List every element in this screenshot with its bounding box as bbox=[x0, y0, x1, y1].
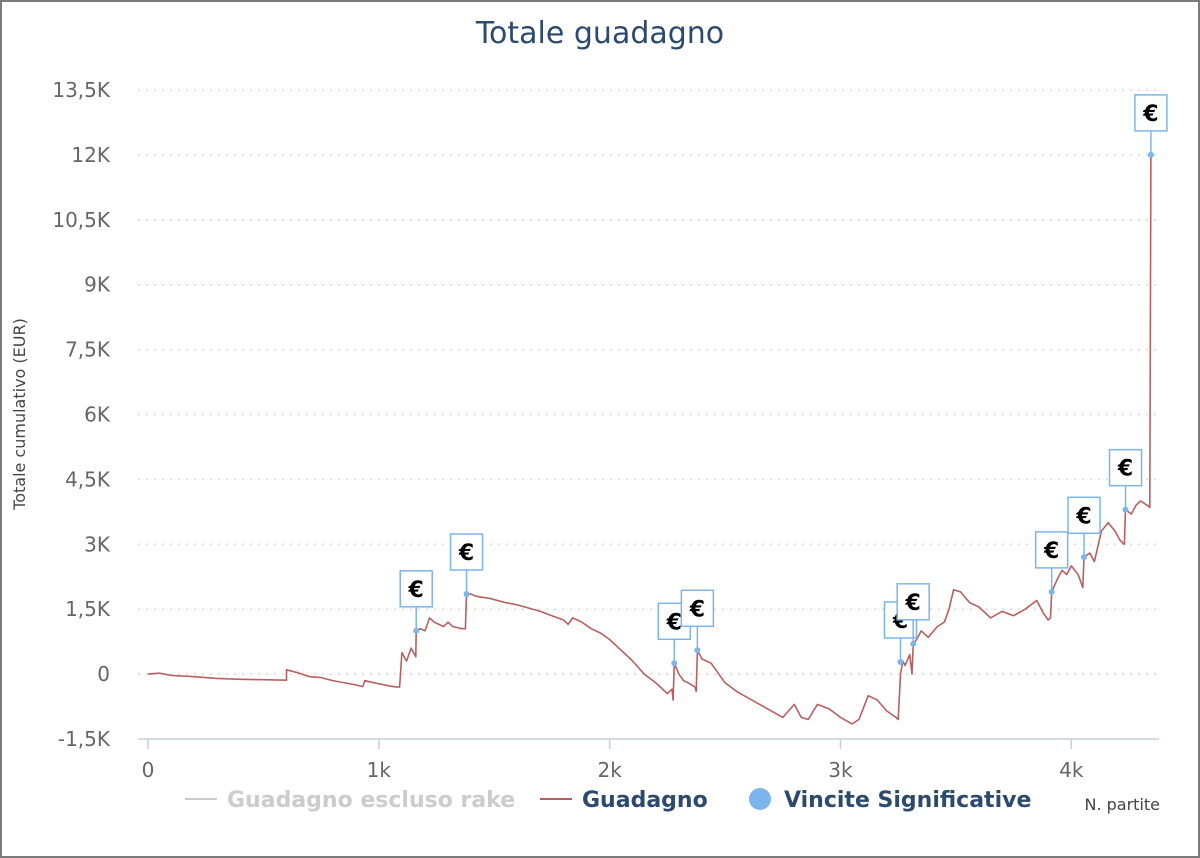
significant-win-point[interactable] bbox=[413, 627, 420, 634]
flag-box bbox=[399, 570, 433, 608]
significant-win-point[interactable] bbox=[1147, 151, 1154, 158]
significant-win-point[interactable] bbox=[671, 660, 678, 667]
legend-label: Guadagno bbox=[582, 788, 708, 813]
chart-title: Totale guadagno bbox=[475, 16, 724, 51]
significant-win-point[interactable] bbox=[910, 640, 917, 647]
significant-win-flag[interactable]: € bbox=[680, 589, 715, 654]
significant-win-flag[interactable]: € bbox=[1134, 94, 1168, 158]
flag-label: € bbox=[1117, 457, 1133, 482]
x-axis-ticks: 0 1k 2k 3k 4k bbox=[142, 739, 1084, 782]
flag-box bbox=[449, 533, 484, 571]
flag-label: € bbox=[1075, 504, 1091, 529]
flag-box bbox=[680, 589, 715, 628]
significant-win-flag[interactable]: € bbox=[1034, 531, 1069, 595]
grid-lines bbox=[138, 89, 1159, 740]
legend-item[interactable]: Vincite Significative bbox=[749, 788, 1031, 813]
significant-win-flag[interactable]: € bbox=[896, 583, 930, 647]
y-tick-label: -1,5K bbox=[58, 727, 111, 751]
legend-item[interactable]: Guadagno bbox=[540, 788, 708, 813]
significant-win-point[interactable] bbox=[1048, 588, 1055, 595]
y-tick-label: 4,5K bbox=[65, 467, 111, 491]
x-tick-label: 2k bbox=[597, 758, 622, 782]
y-tick-label: 6K bbox=[84, 403, 111, 427]
y-tick-label: 3K bbox=[84, 532, 111, 556]
x-tick-label: 3k bbox=[828, 758, 853, 782]
legend-item[interactable]: Guadagno escluso rake bbox=[185, 788, 515, 813]
y-tick-label: 7,5K bbox=[65, 338, 111, 362]
flag-label: € bbox=[905, 591, 921, 616]
legend: Guadagno escluso rake Guadagno Vincite Sig… bbox=[185, 788, 1031, 813]
flag-label: € bbox=[408, 578, 424, 603]
flag-box bbox=[1034, 531, 1069, 569]
flag-label: € bbox=[689, 597, 705, 622]
significant-win-point[interactable] bbox=[897, 658, 904, 665]
y-tick-label: 0 bbox=[97, 662, 110, 686]
flag-box bbox=[1067, 496, 1101, 535]
y-tick-label: 13,5K bbox=[52, 78, 111, 102]
significant-win-flag[interactable]: € bbox=[399, 570, 433, 634]
x-axis-label: N. partite bbox=[1084, 795, 1160, 814]
flag-label: € bbox=[1142, 102, 1158, 127]
significant-win-flag[interactable]: € bbox=[1067, 496, 1101, 561]
y-tick-label: 12K bbox=[71, 143, 110, 167]
x-tick-label: 4k bbox=[1059, 758, 1084, 782]
significant-win-flag[interactable]: € bbox=[1108, 448, 1143, 513]
flag-label: € bbox=[1043, 539, 1059, 564]
significant-win-point[interactable] bbox=[694, 647, 701, 654]
flags-group: €€€€ €€€€€€ bbox=[399, 94, 1168, 667]
flag-box bbox=[1134, 94, 1168, 132]
y-axis-label: Totale cumulativo (EUR) bbox=[10, 318, 29, 511]
y-tick-label: 1,5K bbox=[65, 597, 111, 621]
significant-win-point[interactable] bbox=[1122, 506, 1129, 513]
y-tick-label: 10,5K bbox=[52, 208, 111, 232]
legend-label: Guadagno escluso rake bbox=[227, 788, 515, 813]
series-line-guadagno[interactable] bbox=[147, 154, 1154, 725]
flag-box bbox=[896, 583, 930, 621]
significant-win-flag[interactable]: € bbox=[449, 533, 484, 598]
legend-circle-marker bbox=[749, 788, 771, 810]
legend-label: Vincite Significative bbox=[784, 788, 1031, 813]
flag-label: € bbox=[458, 541, 474, 566]
series-group bbox=[147, 154, 1154, 725]
flag-box bbox=[1108, 448, 1143, 487]
significant-win-point[interactable] bbox=[1080, 554, 1087, 561]
x-tick-label: 1k bbox=[367, 758, 392, 782]
flag-label: € bbox=[666, 610, 682, 635]
y-tick-label: 9K bbox=[84, 273, 111, 297]
x-tick-label: 0 bbox=[142, 758, 155, 782]
y-axis-ticks: -1,5K 0 1,5K 3K 4,5K 6K 7,5K 9K 10,5K 12K 13,5K bbox=[52, 78, 111, 751]
significant-win-point[interactable] bbox=[463, 591, 470, 598]
